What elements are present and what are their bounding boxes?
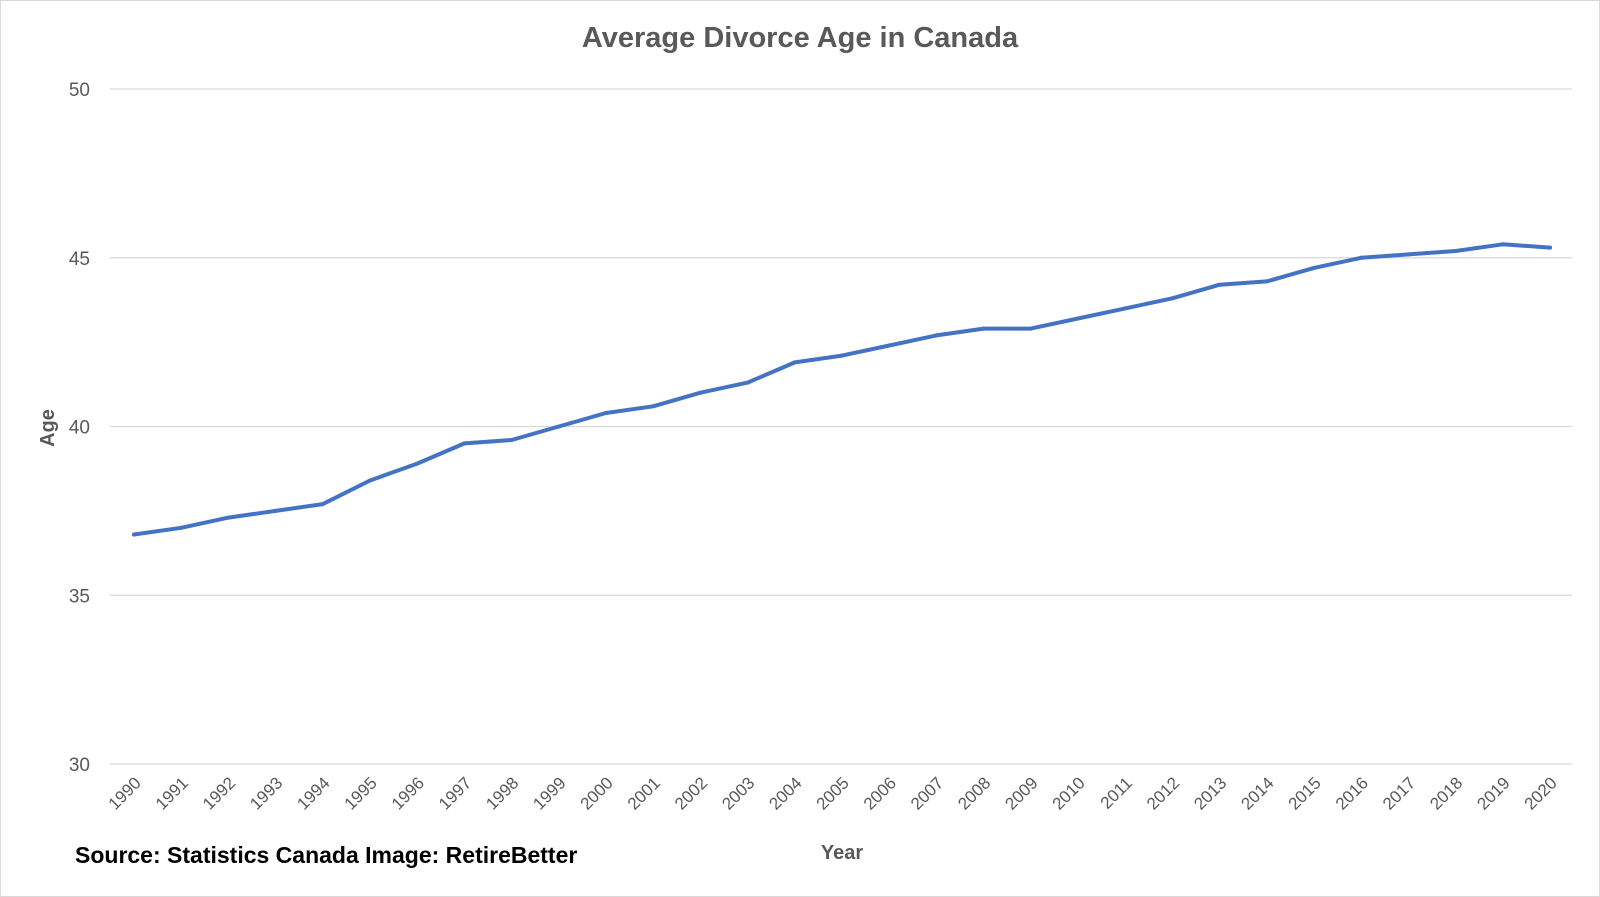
y-tick-label: 50 — [69, 80, 90, 101]
x-tick-label: 2008 — [954, 773, 994, 813]
x-tick-label: 1999 — [529, 773, 569, 813]
x-tick-label: 2011 — [1097, 773, 1136, 812]
y-tick-label: 30 — [69, 755, 90, 776]
data-point — [1123, 306, 1128, 311]
data-point — [934, 333, 939, 338]
series-layer — [132, 242, 1552, 537]
y-tick-label: 35 — [69, 586, 90, 607]
x-tick-label: 2018 — [1426, 773, 1466, 813]
x-tick-label: 1991 — [152, 773, 192, 813]
data-point — [981, 326, 986, 331]
data-point — [840, 353, 844, 358]
x-axis-label: Year — [821, 842, 863, 864]
data-point — [1170, 296, 1175, 301]
data-point — [556, 424, 561, 429]
data-point — [1264, 279, 1269, 284]
x-tick-label: 1995 — [341, 773, 381, 813]
x-tick-label: 2001 — [624, 773, 664, 813]
x-tick-label: 1997 — [435, 773, 475, 813]
data-point — [1312, 265, 1316, 270]
x-tick-label: 1990 — [105, 773, 145, 813]
data-point — [792, 360, 797, 365]
data-point — [415, 461, 420, 466]
data-point — [745, 380, 750, 385]
x-tick-label: 2020 — [1521, 773, 1561, 813]
y-tick-label: 40 — [69, 418, 90, 439]
data-point — [509, 438, 514, 442]
data-point — [604, 411, 608, 415]
x-tick-label: 2007 — [907, 773, 947, 813]
x-tick-label: 2012 — [1143, 773, 1183, 813]
y-axis-label: Age — [37, 409, 59, 447]
data-point — [1217, 282, 1222, 287]
y-axis-ticks: 30 35 40 45 50 — [69, 80, 90, 776]
data-point — [1548, 245, 1552, 250]
x-tick-label: 1993 — [246, 773, 286, 813]
x-tick-label: 1998 — [482, 773, 522, 813]
source-note: Source: Statistics Canada Image: RetireB… — [75, 842, 578, 868]
data-point — [1076, 316, 1080, 321]
gridlines — [110, 88, 1572, 765]
x-tick-label: 2004 — [765, 773, 805, 813]
x-tick-label: 2005 — [813, 773, 853, 813]
data-point — [368, 478, 372, 483]
data-point — [887, 343, 892, 348]
x-tick-label: 1996 — [388, 773, 428, 813]
data-point — [462, 441, 467, 446]
x-tick-label: 1992 — [199, 773, 239, 813]
data-point — [1028, 326, 1033, 331]
data-point — [1453, 249, 1458, 253]
data-point — [1406, 252, 1411, 257]
x-tick-label: 2000 — [577, 773, 617, 813]
x-tick-label: 2019 — [1473, 773, 1513, 813]
x-axis-ticks: 1990 1991 1992 1993 1994 1995 1996 1997 1998 1999… — [105, 773, 1561, 813]
series-line — [132, 242, 1552, 537]
data-point — [1500, 242, 1505, 247]
data-point — [179, 525, 184, 530]
chart-title: Average Divorce Age in Canada — [581, 22, 1019, 54]
data-point — [651, 404, 656, 409]
x-tick-label: 1994 — [293, 773, 333, 813]
x-tick-label: 2014 — [1237, 773, 1277, 813]
data-point — [273, 508, 278, 513]
x-tick-label: 2009 — [1001, 773, 1041, 813]
x-tick-label: 2002 — [671, 773, 711, 813]
x-tick-label: 2017 — [1379, 773, 1419, 813]
x-tick-label: 2006 — [860, 773, 900, 813]
x-tick-label: 2013 — [1190, 773, 1230, 813]
data-point — [698, 390, 703, 395]
data-point — [320, 502, 325, 507]
data-point — [1359, 255, 1364, 260]
data-point — [226, 515, 231, 520]
x-tick-label: 2003 — [718, 773, 758, 813]
y-tick-label: 45 — [69, 249, 90, 270]
x-tick-label: 2016 — [1332, 773, 1372, 813]
data-point — [132, 532, 136, 537]
x-tick-label: 2010 — [1049, 773, 1089, 813]
x-tick-label: 2015 — [1285, 773, 1325, 813]
